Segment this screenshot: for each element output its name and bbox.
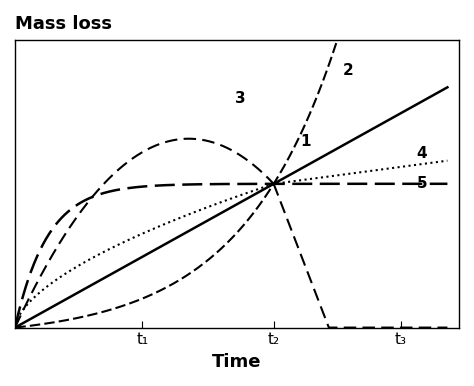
Text: Mass loss: Mass loss	[15, 15, 112, 33]
Text: 2: 2	[343, 63, 354, 78]
Text: 4: 4	[417, 146, 427, 161]
Text: 5: 5	[417, 176, 427, 191]
X-axis label: Time: Time	[212, 353, 262, 371]
Text: 3: 3	[235, 91, 246, 107]
Text: 1: 1	[301, 134, 311, 149]
